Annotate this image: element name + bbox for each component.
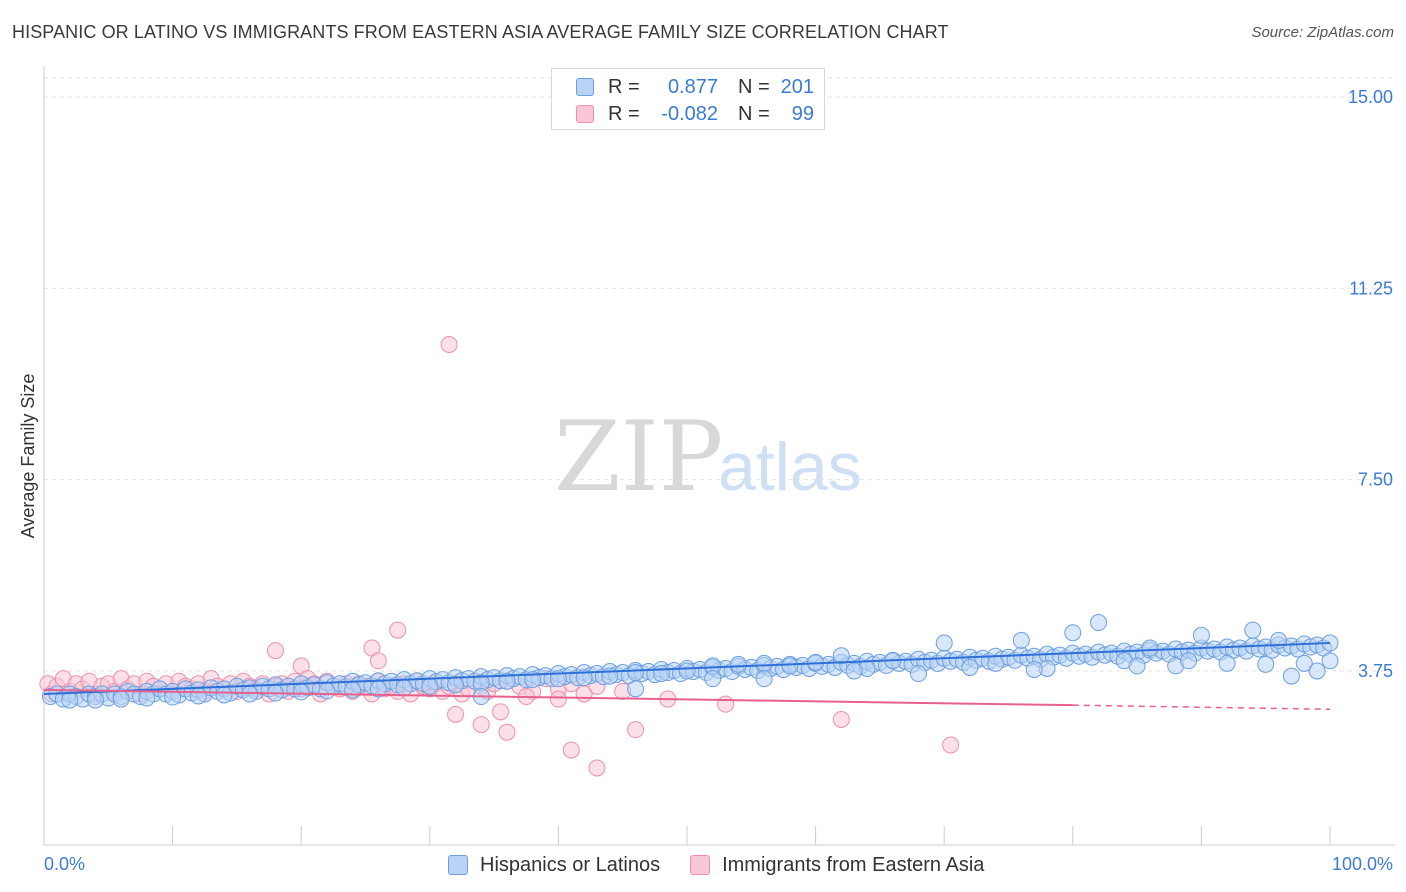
series-hispanics-latinos	[41, 614, 1339, 709]
gridlines	[44, 77, 1395, 672]
watermark-zip: ZIP	[554, 401, 723, 513]
point-hispanics-latinos	[652, 665, 670, 683]
legend-row-eastern-asia: R = -0.082 N = 99	[576, 102, 814, 126]
legend-item-hispanics: Hispanics or Latinos	[448, 854, 660, 877]
trend-lines	[43, 641, 1331, 711]
point-hispanics-latinos	[189, 687, 207, 705]
point-immigrants-eastern-asia	[498, 723, 516, 741]
point-hispanics-latinos	[86, 691, 104, 709]
point-immigrants-eastern-asia	[472, 716, 490, 734]
point-hispanics-latinos	[215, 686, 233, 704]
trend-line-hispanics	[43, 641, 1331, 695]
y-axis-label: Average Family Size	[18, 374, 38, 539]
legend-r-label: R =	[608, 102, 640, 125]
point-hispanics-latinos	[845, 662, 863, 680]
legend-swatch-blue	[576, 78, 594, 96]
legend-swatch-pink	[690, 855, 711, 875]
point-hispanics-latinos	[1295, 654, 1313, 672]
point-immigrants-eastern-asia	[266, 642, 284, 660]
point-immigrants-eastern-asia	[942, 736, 960, 754]
y-tick-label: 15.00	[1348, 87, 1393, 107]
x-tick-min: 0.0%	[44, 854, 85, 874]
point-immigrants-eastern-asia	[389, 621, 407, 639]
point-hispanics-latinos	[1321, 652, 1339, 670]
trend-line-eastern-asia-extension	[1072, 704, 1331, 711]
point-hispanics-latinos	[755, 670, 773, 688]
point-hispanics-latinos	[447, 676, 465, 694]
point-hispanics-latinos	[832, 647, 850, 665]
point-hispanics-latinos	[678, 662, 696, 680]
legend-r-label: R =	[608, 75, 640, 98]
point-hispanics-latinos	[729, 655, 747, 673]
point-immigrants-eastern-asia	[627, 721, 645, 739]
point-hispanics-latinos	[755, 654, 773, 672]
trend-line-eastern-asia	[43, 688, 1073, 707]
legend-item-label: Immigrants from Eastern Asia	[722, 853, 985, 876]
point-immigrants-eastern-asia	[369, 652, 387, 670]
point-hispanics-latinos	[1128, 657, 1146, 675]
y-tick-label: 3.75	[1358, 661, 1393, 681]
point-immigrants-eastern-asia	[549, 690, 567, 708]
point-hispanics-latinos	[395, 679, 413, 697]
y-axis-ticks: 3.75 7.50 11.25 15.00	[1348, 87, 1393, 681]
point-hispanics-latinos	[421, 677, 439, 695]
point-hispanics-latinos	[1218, 654, 1236, 672]
point-hispanics-latinos	[1090, 614, 1108, 632]
point-hispanics-latinos	[1244, 621, 1262, 639]
axes	[43, 66, 1395, 846]
point-immigrants-eastern-asia	[562, 741, 580, 759]
point-hispanics-latinos	[1282, 667, 1300, 685]
y-tick-label: 11.25	[1349, 278, 1393, 298]
watermark-atlas: atlas	[718, 429, 862, 505]
point-hispanics-latinos	[318, 682, 336, 700]
series-immigrants-eastern-asia	[39, 335, 960, 777]
point-hispanics-latinos	[292, 683, 310, 701]
point-hispanics-latinos	[1192, 626, 1210, 644]
point-immigrants-eastern-asia	[440, 335, 458, 353]
legend-item-eastern-asia: Immigrants from Eastern Asia	[690, 854, 984, 877]
legend-swatch-blue	[448, 855, 468, 875]
x-tick-max: 100.0%	[1332, 854, 1393, 874]
point-hispanics-latinos	[1025, 660, 1043, 678]
point-hispanics-latinos	[935, 634, 953, 652]
legend-r-value: -0.082	[661, 102, 718, 125]
point-hispanics-latinos	[909, 665, 927, 683]
point-immigrants-eastern-asia	[492, 703, 510, 721]
point-hispanics-latinos	[1257, 655, 1275, 673]
point-hispanics-latinos	[1180, 652, 1198, 670]
point-immigrants-eastern-asia	[717, 695, 735, 713]
series-legend: Hispanics or Latinos Immigrants from Eas…	[448, 852, 1014, 878]
point-hispanics-latinos	[987, 654, 1005, 672]
legend-n-label: N =	[738, 75, 770, 98]
point-hispanics-latinos	[627, 680, 645, 698]
legend-n-value: 99	[791, 102, 814, 125]
point-hispanics-latinos	[112, 690, 130, 708]
point-hispanics-latinos	[627, 664, 645, 682]
point-hispanics-latinos	[1141, 639, 1159, 657]
legend-r-value: 0.877	[667, 75, 718, 98]
point-hispanics-latinos	[704, 670, 722, 688]
legend-n-label: N =	[738, 102, 770, 125]
chart-title: HISPANIC OR LATINO VS IMMIGRANTS FROM EA…	[12, 22, 949, 42]
point-immigrants-eastern-asia	[447, 705, 465, 723]
legend-row-hispanics: R = 0.877 N = 201	[576, 75, 814, 99]
point-immigrants-eastern-asia	[588, 759, 606, 777]
point-hispanics-latinos	[498, 672, 516, 690]
correlation-legend: R = 0.877 N = 201 R = -0.082 N = 99	[551, 68, 825, 130]
point-hispanics-latinos	[1308, 662, 1326, 680]
point-hispanics-latinos	[1064, 624, 1082, 642]
point-hispanics-latinos	[781, 657, 799, 675]
y-tick-label: 7.50	[1358, 470, 1393, 490]
point-immigrants-eastern-asia	[832, 710, 850, 728]
source-credit: Source: ZipAtlas.com	[1251, 24, 1394, 41]
legend-swatch-pink	[576, 105, 594, 123]
legend-n-value: 201	[780, 75, 814, 98]
point-hispanics-latinos	[1012, 631, 1030, 649]
point-hispanics-latinos	[61, 691, 79, 709]
legend-item-label: Hispanics or Latinos	[480, 853, 661, 876]
point-hispanics-latinos	[961, 658, 979, 676]
